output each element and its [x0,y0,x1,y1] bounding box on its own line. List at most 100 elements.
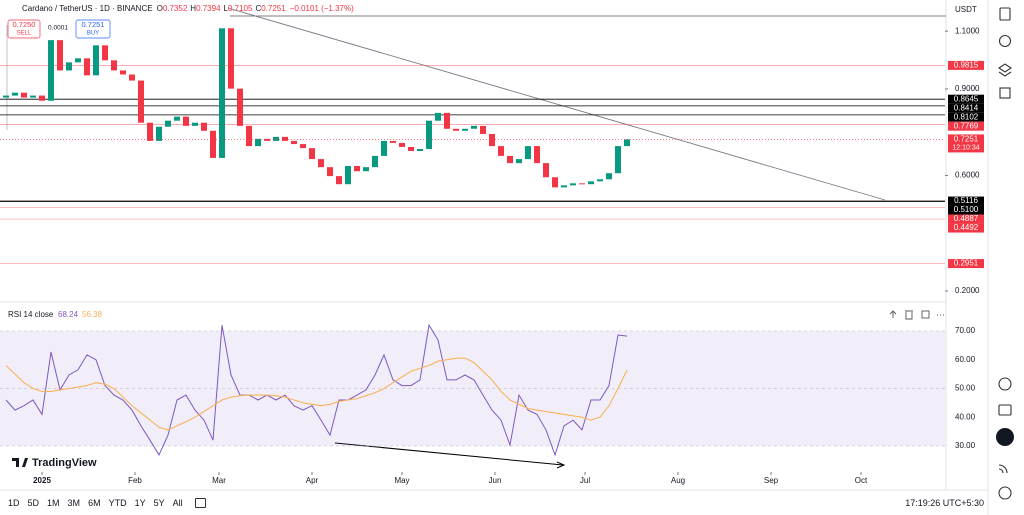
range-button[interactable]: 3M [67,498,81,508]
bottom-toolbar: 1D 5D 1M 3M 6M YTD 1Y 5Y All 17:19:26 UTC+5:30 [0,491,1024,515]
candle [156,126,162,141]
range-button[interactable]: 1M [47,498,60,508]
rsi-line [5,357,628,431]
ohlc-label: H [190,4,197,13]
candle [444,112,450,129]
level-label: 0.4887 [954,214,979,223]
candle [462,128,468,131]
candle [93,45,99,76]
alert-icon[interactable] [998,34,1012,48]
candle [597,179,603,182]
level-label-box [948,205,984,215]
delete-icon[interactable] [905,310,913,320]
candle [183,116,189,126]
candle [588,181,594,185]
layers-icon[interactable] [998,63,1012,77]
x-tick-label: Aug [671,476,685,485]
rsi-tick-label: 70.00 [955,326,976,335]
help-icon[interactable] [998,486,1012,500]
level-label: 0.5100 [954,205,979,214]
x-tick-label: Mar [212,476,226,485]
candle [3,95,9,98]
price-label: 0.7251 [954,135,979,144]
x-tick-label: Oct [855,476,868,485]
ohlc: O0.7352 H0.7394 L0.7105 C0.7251 [157,4,286,13]
watchlist-icon[interactable] [999,7,1011,21]
level-label: 0.9815 [954,61,979,70]
candle [507,155,513,164]
candle [219,28,225,158]
candle [264,138,270,141]
x-tick-label: Feb [128,476,142,485]
candle [480,125,486,134]
candle [291,140,297,145]
range-button[interactable]: 1Y [134,498,146,508]
move-up-icon[interactable] [889,310,897,318]
legend-header: Cardano / TetherUS · 1D · BINANCE O0.735… [22,4,354,13]
level-label-box [948,121,984,131]
level-label: 0.7769 [954,121,979,130]
apps-icon[interactable] [996,428,1014,446]
candle [471,125,477,129]
range-button[interactable]: YTD [108,498,127,508]
spread: 0.0001 [48,25,68,32]
range-button[interactable]: 5D [27,498,40,508]
candle [30,95,36,98]
candle [624,139,630,147]
currency[interactable]: USDT [955,5,977,14]
calendar-icon[interactable] [998,404,1012,416]
ohlc-value: 0.7105 [227,4,253,13]
buy-label: BUY [87,31,99,37]
candle [210,130,216,158]
level-label-box [948,223,984,233]
x-tick-label: Jun [489,476,502,485]
candle [309,148,315,160]
candle [147,122,153,141]
candle [336,176,342,185]
candle [255,138,261,147]
candle [372,155,378,168]
candle [12,92,18,96]
ohlc-item: L0.7105 [224,4,253,13]
range-button[interactable]: 1D [8,498,20,508]
candle [246,125,252,147]
level-label: 0.8645 [954,94,979,103]
candle [615,146,621,174]
buy-button[interactable] [75,19,111,39]
level-label-box [948,112,984,122]
data-icon[interactable] [999,87,1011,99]
x-tick-label: Apr [306,476,319,485]
ideas-icon[interactable] [998,377,1012,391]
ohlc-value: 0.7352 [162,4,188,13]
rsi-line [5,323,628,457]
candle [354,166,360,172]
countdown: 12:10:34 [952,144,979,151]
range-button[interactable]: All [172,498,183,508]
range-button[interactable]: 6M [88,498,101,508]
ohlc-label: C [255,4,262,13]
range-button[interactable]: 5Y [153,498,165,508]
rsi-title: RSI 14 close [8,310,54,319]
date-range-icon[interactable] [194,498,206,508]
level-label: 0.5116 [954,196,978,205]
candle [273,136,279,141]
sell-button[interactable] [7,19,41,39]
ohlc-value: 0.7394 [196,4,221,13]
candle [579,183,585,185]
candle [534,146,540,164]
ohlc-item: O0.7352 [157,4,188,13]
candle [66,62,72,71]
sell-price: 0.7250 [13,20,36,29]
candle [318,159,324,168]
candle [237,88,243,126]
candle [345,166,351,185]
candle [516,159,522,164]
level-label-box [948,196,984,206]
candle [498,146,504,156]
stream-icon[interactable] [998,464,1008,474]
x-tick-label: Sep [764,476,779,485]
candle [138,80,144,123]
rsi-tick-label: 40.00 [955,412,976,421]
candle [129,74,135,81]
maximize-icon[interactable] [921,310,930,319]
